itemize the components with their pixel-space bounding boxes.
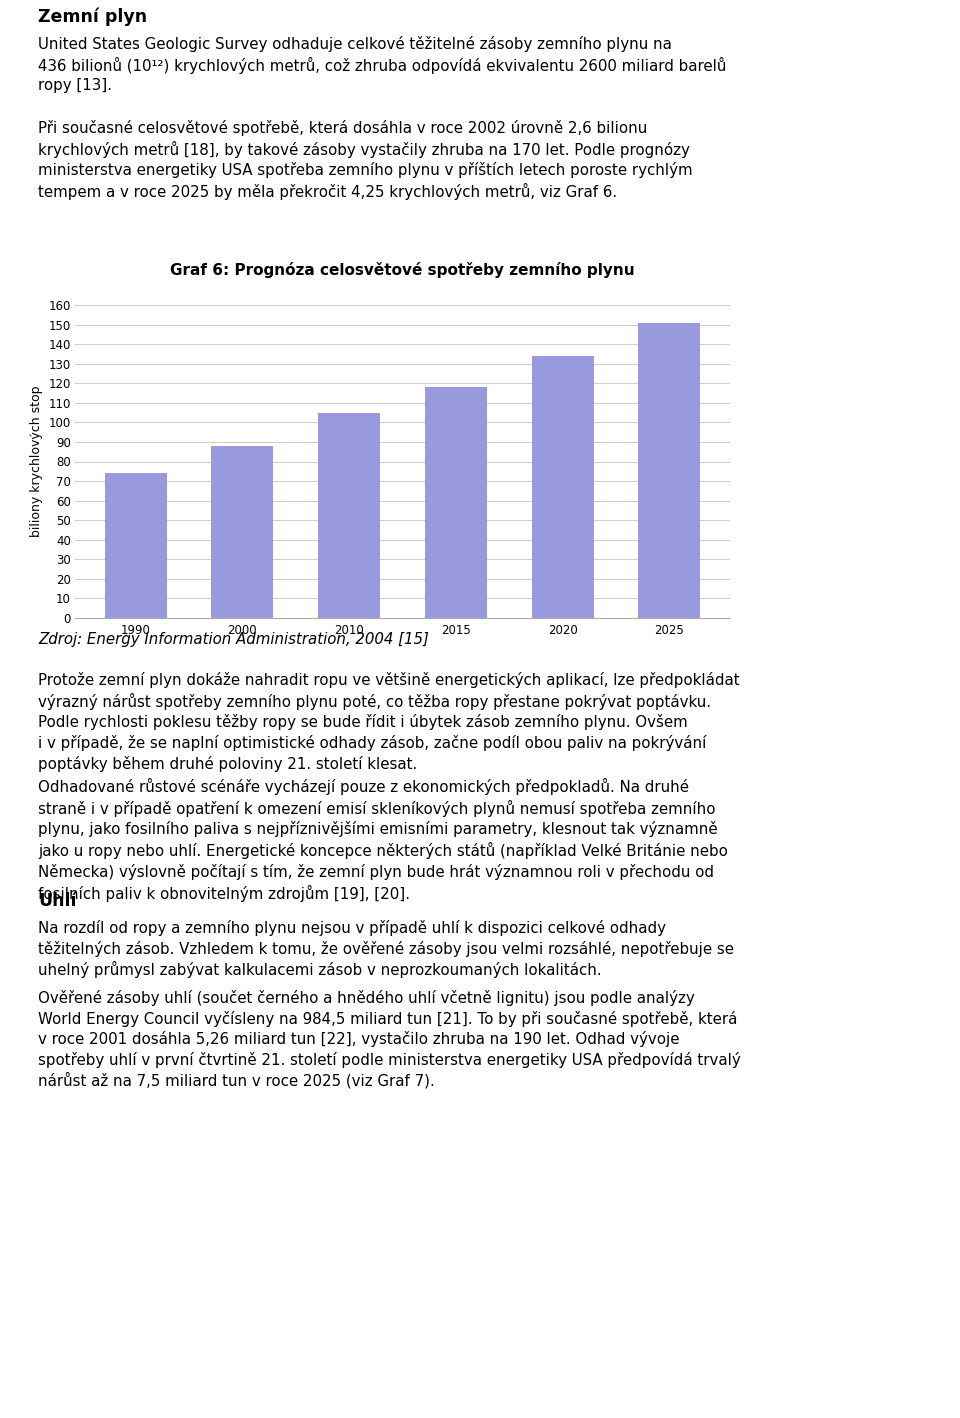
Bar: [105, 474, 167, 618]
Text: Uhlí: Uhlí: [38, 892, 77, 910]
Text: Zemní plyn: Zemní plyn: [38, 9, 148, 27]
Bar: [638, 323, 700, 618]
Text: Graf 6: Prognóza celosvětové spotřeby zemního plynu: Graf 6: Prognóza celosvětové spotřeby ze…: [170, 262, 635, 278]
Text: United States Geologic Survey odhaduje celkové těžitelné zásoby zemního plynu na: United States Geologic Survey odhaduje c…: [38, 35, 727, 94]
Text: Na rozdíl od ropy a zemního plynu nejsou v případě uhlí k dispozici celkové odha: Na rozdíl od ropy a zemního plynu nejsou…: [38, 920, 734, 978]
Text: Ověřené zásoby uhlí (součet černého a hnědého uhlí včetně lignitu) jsou podle an: Ověřené zásoby uhlí (součet černého a hn…: [38, 990, 741, 1089]
Text: Zdroj: Energy Information Administration, 2004 [15]: Zdroj: Energy Information Administration…: [38, 632, 429, 647]
Text: Odhadované růstové scénáře vycházejí pouze z ekonomických předpokladů. Na druhé
: Odhadované růstové scénáře vycházejí pou…: [38, 778, 729, 902]
Bar: [318, 413, 380, 618]
Y-axis label: biliony krychlových stop: biliony krychlových stop: [30, 386, 43, 537]
Bar: [532, 356, 593, 618]
Text: Protože zemní plyn dokáže nahradit ropu ve většině energetických aplikací, lze p: Protože zemní plyn dokáže nahradit ropu …: [38, 672, 740, 771]
Bar: [425, 387, 487, 618]
Text: Při současné celosvětové spotřebě, která dosáhla v roce 2002 úrovně 2,6 bilionu
: Při současné celosvětové spotřebě, která…: [38, 121, 693, 200]
Bar: [211, 445, 274, 618]
